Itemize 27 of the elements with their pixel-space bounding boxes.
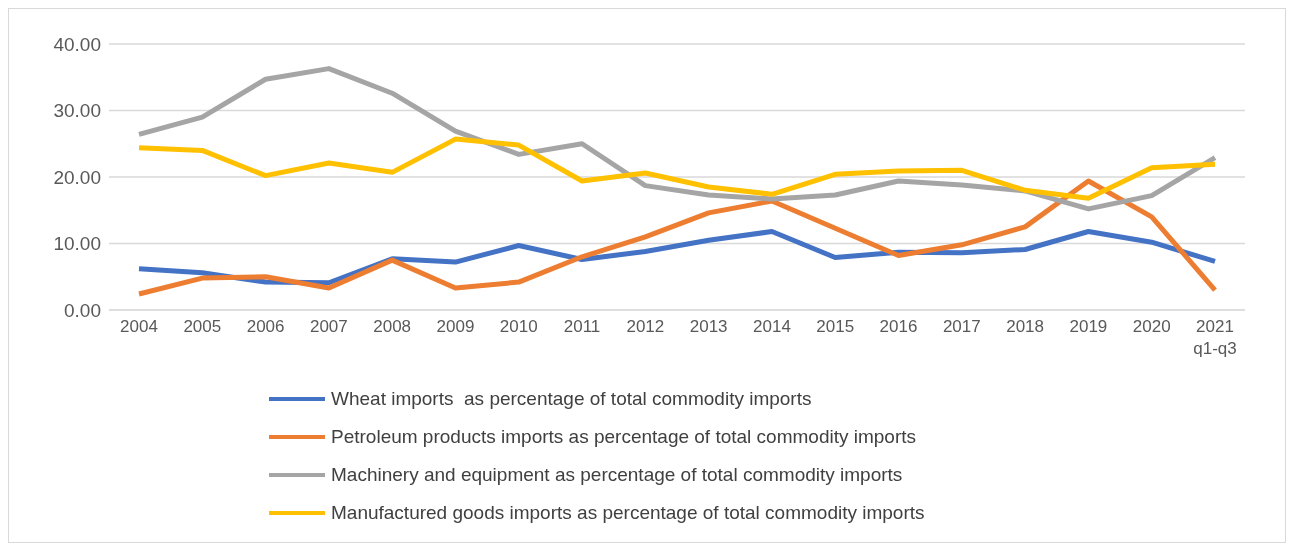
y-tick-label: 40.00 (53, 33, 101, 55)
y-tick-label: 20.00 (53, 166, 101, 188)
legend-label: Wheat imports as percentage of total commodity imports (331, 388, 812, 410)
x-tick-label: 2006 (246, 317, 285, 336)
x-tick-label: 2004 (120, 317, 158, 336)
legend-label: Petroleum products imports as percentage of total commodity imports (331, 426, 917, 448)
legend-label: Manufactured goods imports as percentage of total commodity imports (331, 502, 925, 524)
x-tick-label: 2005 (183, 317, 222, 336)
x-tick-label: 2007 (309, 317, 348, 336)
x-tick-label: 2015 (816, 317, 855, 336)
x-tick-label: 2019 (1069, 317, 1108, 336)
x-tick-label: 2018 (1006, 317, 1045, 336)
x-tick-label: 2020 (1132, 317, 1171, 336)
x-tick-label: 2009 (436, 317, 475, 336)
x-tick-label: 2021 q1-q3 (1193, 317, 1237, 358)
x-tick-label: 2012 (626, 317, 665, 336)
legend-label: Machinery and equipment as percentage of total commodity imports (331, 464, 903, 486)
x-tick-label: 2011 (563, 317, 601, 336)
x-tick-label: 2017 (942, 317, 981, 336)
y-tick-label: 10.00 (53, 233, 101, 255)
x-tick-label: 2010 (499, 317, 538, 336)
x-tick-label: 2016 (879, 317, 918, 336)
x-tick-label: 2013 (689, 317, 728, 336)
y-tick-label: 30.00 (53, 100, 101, 122)
x-tick-label: 2008 (373, 317, 412, 336)
y-tick-label: 0.00 (64, 299, 101, 321)
x-tick-label: 2014 (753, 317, 791, 336)
